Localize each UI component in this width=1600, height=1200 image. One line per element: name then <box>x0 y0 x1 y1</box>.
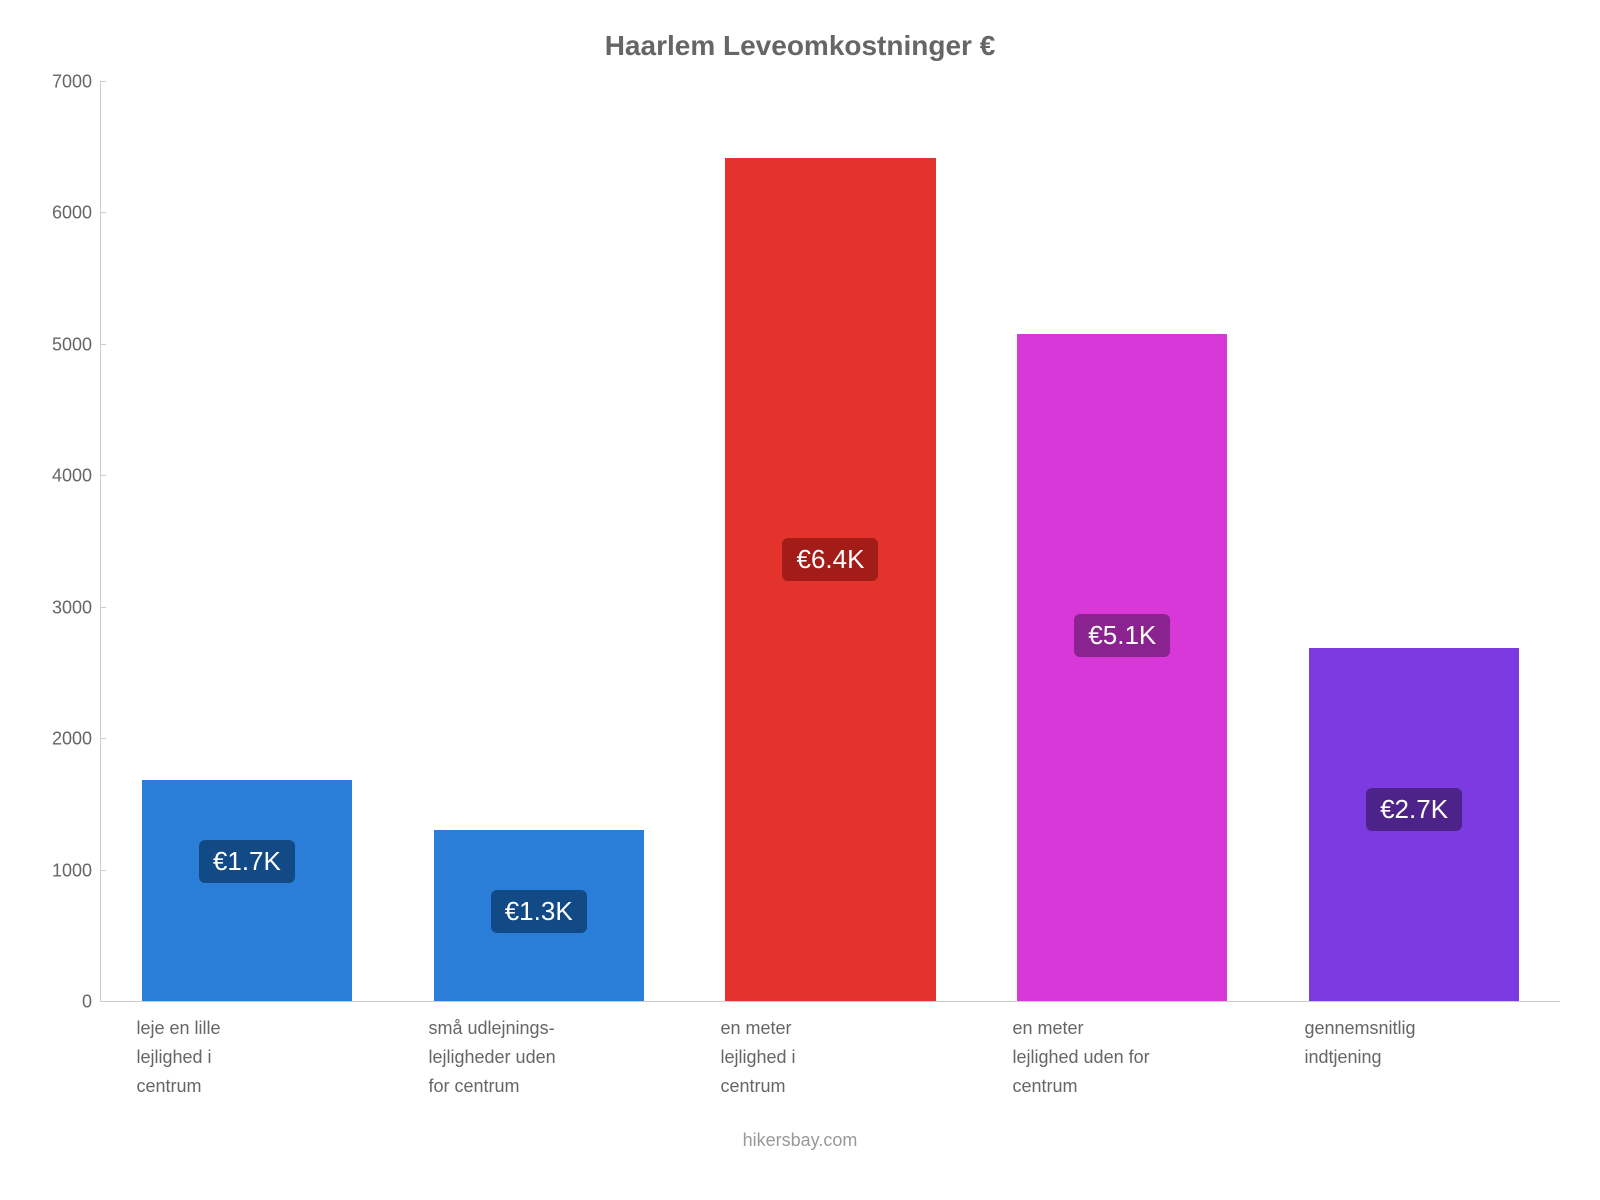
bar: €2.7K <box>1309 648 1519 1001</box>
chart-title: Haarlem Leveomkostninger € <box>40 30 1560 62</box>
x-slot: en meter lejlighed uden for centrum <box>976 1014 1268 1100</box>
x-category-label: gennemsnitlig indtjening <box>1305 1014 1445 1100</box>
bar: €6.4K <box>725 158 935 1001</box>
cost-of-living-chart: Haarlem Leveomkostninger € 0 1000 2000 3000… <box>0 0 1600 1200</box>
y-tick-label: 5000 <box>40 334 92 355</box>
bar-value-label: €2.7K <box>1366 788 1462 831</box>
x-category-label: en meter lejlighed i centrum <box>721 1014 861 1100</box>
x-category-label: leje en lille lejlighed i centrum <box>137 1014 277 1100</box>
plot-area: €1.7K €1.3K €6.4K €5.1K €2.7K <box>100 82 1560 1002</box>
y-tick-label: 7000 <box>40 72 92 93</box>
bar-slot: €5.1K <box>991 82 1254 1001</box>
bar-slot: €1.3K <box>407 82 670 1001</box>
y-tick-label: 2000 <box>40 729 92 750</box>
bar: €1.3K <box>434 830 644 1001</box>
x-slot: små udlejnings-lejligheder uden for cent… <box>392 1014 684 1100</box>
x-slot: en meter lejlighed i centrum <box>684 1014 976 1100</box>
x-category-label: en meter lejlighed uden for centrum <box>1013 1014 1153 1100</box>
bar-value-label: €5.1K <box>1074 614 1170 657</box>
bar: €1.7K <box>142 780 352 1001</box>
chart-footer: hikersbay.com <box>40 1130 1560 1151</box>
y-tick-label: 1000 <box>40 860 92 881</box>
bar-slot: €1.7K <box>116 82 379 1001</box>
bars-container: €1.7K €1.3K €6.4K €5.1K €2.7K <box>101 82 1560 1001</box>
bar-slot: €6.4K <box>699 82 962 1001</box>
x-slot: gennemsnitlig indtjening <box>1268 1014 1560 1100</box>
y-tick-label: 0 <box>40 992 92 1013</box>
bar-slot: €2.7K <box>1283 82 1546 1001</box>
y-tick-label: 4000 <box>40 466 92 487</box>
x-axis: leje en lille lejlighed i centrum små udl… <box>100 1002 1560 1100</box>
plot-wrap: 01000200030004000500060007000 €1.7K€1.3K… <box>40 82 1560 1002</box>
bar-value-label: €1.7K <box>199 840 295 883</box>
bar-value-label: €6.4K <box>783 538 879 581</box>
y-tick-label: 6000 <box>40 203 92 224</box>
bar: €5.1K <box>1017 334 1227 1001</box>
y-tick-label: 3000 <box>40 597 92 618</box>
bar-value-label: €1.3K <box>491 890 587 933</box>
y-axis: 01000200030004000500060007000 <box>40 82 100 1002</box>
x-category-label: små udlejnings-lejligheder uden for cent… <box>429 1014 569 1100</box>
x-slot: leje en lille lejlighed i centrum <box>100 1014 392 1100</box>
